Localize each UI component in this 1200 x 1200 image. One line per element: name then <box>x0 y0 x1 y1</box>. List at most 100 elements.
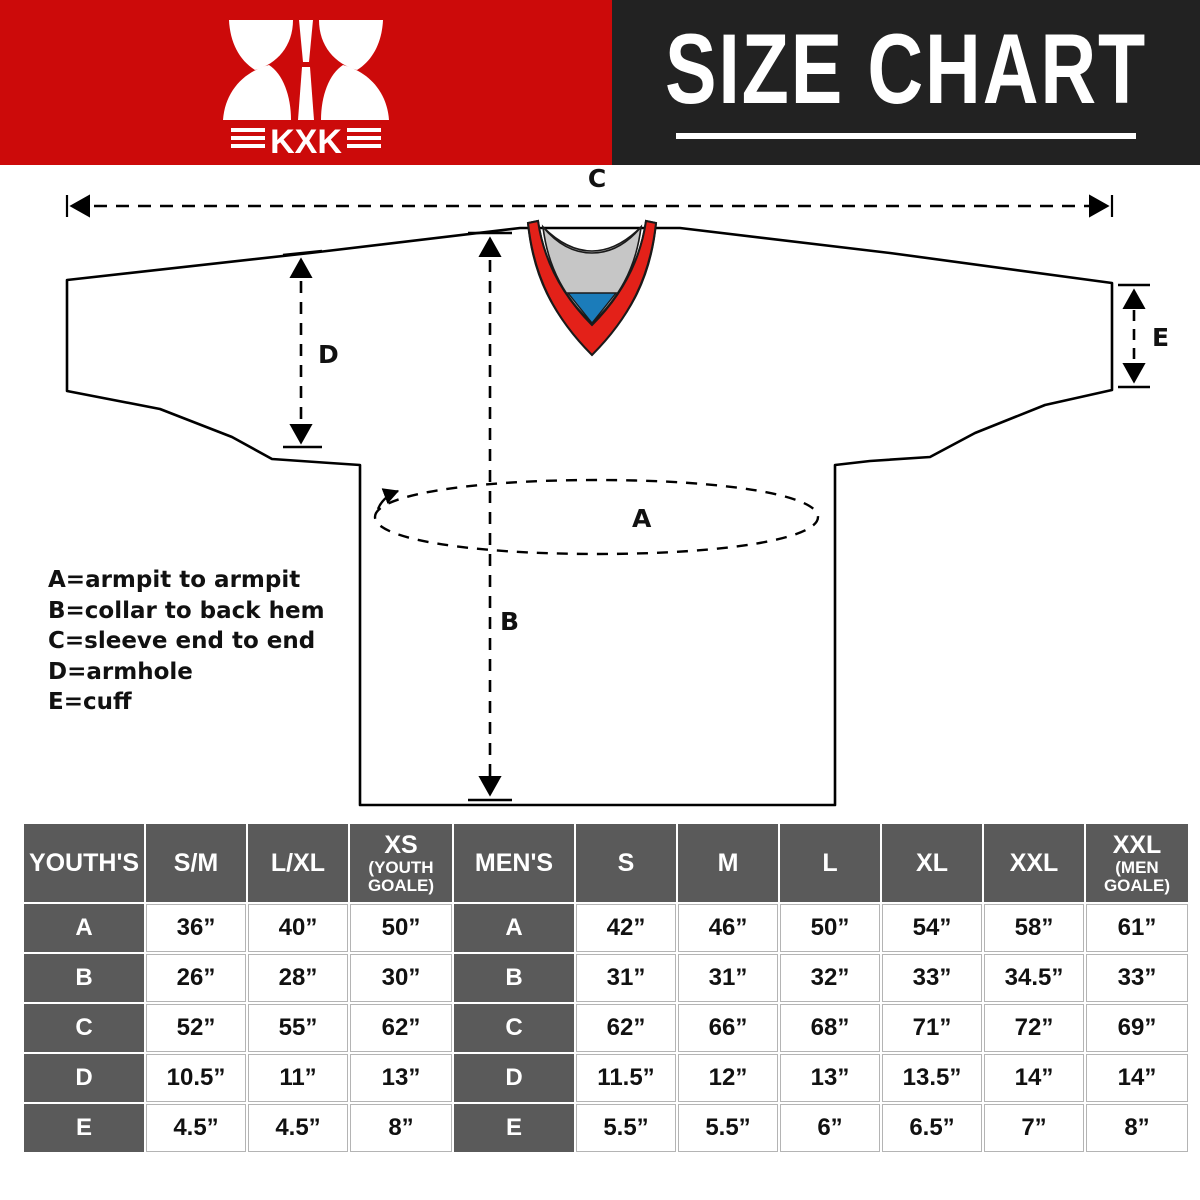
jersey-collar <box>526 219 658 357</box>
cell-men-s-e: 5.5” <box>576 1104 676 1152</box>
cell-men-xxl-goalie-d: 14” <box>1086 1054 1188 1102</box>
cell-men-xl-a: 54” <box>882 904 982 952</box>
jersey-outline <box>65 226 1114 807</box>
dimension-b <box>468 231 512 802</box>
kxk-butterfly-logo: KXK <box>223 20 389 157</box>
col-header-mens-main: MEN'S <box>474 848 554 877</box>
col-header-l-main: L <box>822 848 838 877</box>
cell-men-l-b: 32” <box>780 954 880 1002</box>
title-panel: SIZE CHART <box>612 0 1200 165</box>
dimension-c-label: C <box>588 165 606 193</box>
cell-men-m-b: 31” <box>678 954 778 1002</box>
col-header-m: M <box>678 824 778 902</box>
legend-item-b: B=collar to back hem <box>48 597 325 624</box>
col-header-sm-main: S/M <box>173 848 219 877</box>
jersey-diagram-svg: C D E B A <box>65 165 1169 807</box>
cell-men-xxl-a: 58” <box>984 904 1084 952</box>
table-row: C 52” 55” 62” C 62” 66” 68” 71” 72” 69” <box>24 1004 1188 1052</box>
col-header-mens: MEN'S <box>454 824 574 902</box>
col-header-lxl-main: L/XL <box>270 848 326 877</box>
cell-youth-lxl-a: 40” <box>248 904 348 952</box>
col-header-xs-main: XS <box>384 831 418 860</box>
table-row: A 36” 40” 50” A 42” 46” 50” 54” 58” 61” <box>24 904 1188 952</box>
cell-youth-xs-c: 62” <box>350 1004 452 1052</box>
cell-men-m-e: 5.5” <box>678 1104 778 1152</box>
page-title: SIZE CHART <box>664 12 1148 124</box>
cell-youth-sm-c: 52” <box>146 1004 246 1052</box>
cell-men-s-a: 42” <box>576 904 676 952</box>
dimension-d <box>282 249 323 449</box>
row-label-men-a: A <box>454 904 574 952</box>
col-header-xxl-goalie-sub: (MEN GOALE) <box>1103 858 1171 895</box>
cell-men-m-c: 66” <box>678 1004 778 1052</box>
jersey-diagram: C D E B A A=armpit to armpit <box>0 165 1200 815</box>
size-table-container: YOUTH'S S/M L/XL XS (YOUTH GOALE) MEN'S … <box>22 822 1188 1154</box>
dimension-c <box>65 194 1114 218</box>
cell-men-s-d: 11.5” <box>576 1054 676 1102</box>
cell-youth-lxl-c: 55” <box>248 1004 348 1052</box>
col-header-lxl: L/XL <box>248 824 348 902</box>
cell-youth-lxl-d: 11” <box>248 1054 348 1102</box>
cell-youth-sm-a: 36” <box>146 904 246 952</box>
cell-men-m-d: 12” <box>678 1054 778 1102</box>
cell-men-xxl-goalie-c: 69” <box>1086 1004 1188 1052</box>
col-header-youths-main: YOUTH'S <box>28 848 140 877</box>
table-header-row: YOUTH'S S/M L/XL XS (YOUTH GOALE) MEN'S … <box>24 824 1188 902</box>
col-header-xs-youth-goalie: XS (YOUTH GOALE) <box>350 824 452 902</box>
cell-youth-lxl-e: 4.5” <box>248 1104 348 1152</box>
cell-youth-xs-d: 13” <box>350 1054 452 1102</box>
col-header-xxl: XXL <box>984 824 1084 902</box>
cell-men-s-b: 31” <box>576 954 676 1002</box>
col-header-xl: XL <box>882 824 982 902</box>
col-header-m-main: M <box>717 848 739 877</box>
table-row: B 26” 28” 30” B 31” 31” 32” 33” 34.5” 33… <box>24 954 1188 1002</box>
row-label-men-e: E <box>454 1104 574 1152</box>
cell-men-xxl-c: 72” <box>984 1004 1084 1052</box>
cell-men-xl-e: 6.5” <box>882 1104 982 1152</box>
row-label-youth-b: B <box>24 954 144 1002</box>
size-table: YOUTH'S S/M L/XL XS (YOUTH GOALE) MEN'S … <box>22 822 1190 1154</box>
row-label-men-d: D <box>454 1054 574 1102</box>
cell-men-xl-d: 13.5” <box>882 1054 982 1102</box>
size-table-body: YOUTH'S S/M L/XL XS (YOUTH GOALE) MEN'S … <box>24 824 1188 1152</box>
col-header-xs-sub: (YOUTH GOALE) <box>367 858 435 895</box>
cell-men-xxl-d: 14” <box>984 1054 1084 1102</box>
cell-men-l-e: 6” <box>780 1104 880 1152</box>
col-header-xxl-main: XXL <box>1009 848 1059 877</box>
cell-men-s-c: 62” <box>576 1004 676 1052</box>
col-header-xxl-men-goalie: XXL (MEN GOALE) <box>1086 824 1188 902</box>
cell-youth-lxl-b: 28” <box>248 954 348 1002</box>
legend-item-c: C=sleeve end to end <box>48 628 316 655</box>
cell-men-l-a: 50” <box>780 904 880 952</box>
dimension-a <box>373 478 820 556</box>
brand-panel: KXK <box>0 0 612 165</box>
col-header-xl-main: XL <box>916 848 948 877</box>
cell-men-l-d: 13” <box>780 1054 880 1102</box>
table-row: D 10.5” 11” 13” D 11.5” 12” 13” 13.5” 14… <box>24 1054 1188 1102</box>
legend-item-d: D=armhole <box>48 658 193 685</box>
cell-youth-xs-b: 30” <box>350 954 452 1002</box>
cell-men-xxl-goalie-b: 33” <box>1086 954 1188 1002</box>
col-header-s: S <box>576 824 676 902</box>
cell-youth-sm-b: 26” <box>146 954 246 1002</box>
row-label-men-c: C <box>454 1004 574 1052</box>
svg-text:KXK: KXK <box>270 123 342 157</box>
dimension-a-label: A <box>632 504 652 533</box>
legend-item-e: E=cuff <box>48 689 132 716</box>
legend-item-a: A=armpit to armpit <box>48 567 301 593</box>
cell-men-xxl-goalie-a: 61” <box>1086 904 1188 952</box>
title-underline-rule <box>676 133 1136 140</box>
cell-men-l-c: 68” <box>780 1004 880 1052</box>
dimension-e <box>1118 283 1150 389</box>
col-header-youths: YOUTH'S <box>24 824 144 902</box>
cell-youth-sm-e: 4.5” <box>146 1104 246 1152</box>
page-header: KXK SIZE CHART <box>0 0 1200 165</box>
row-label-youth-a: A <box>24 904 144 952</box>
col-header-s-main: S <box>617 848 635 877</box>
dimension-d-label: D <box>318 340 339 369</box>
cell-youth-sm-d: 10.5” <box>146 1054 246 1102</box>
col-header-l: L <box>780 824 880 902</box>
cell-youth-xs-a: 50” <box>350 904 452 952</box>
measurement-legend: A=armpit to armpit B=collar to back hem … <box>48 565 325 718</box>
dimension-e-label: E <box>1152 323 1169 352</box>
